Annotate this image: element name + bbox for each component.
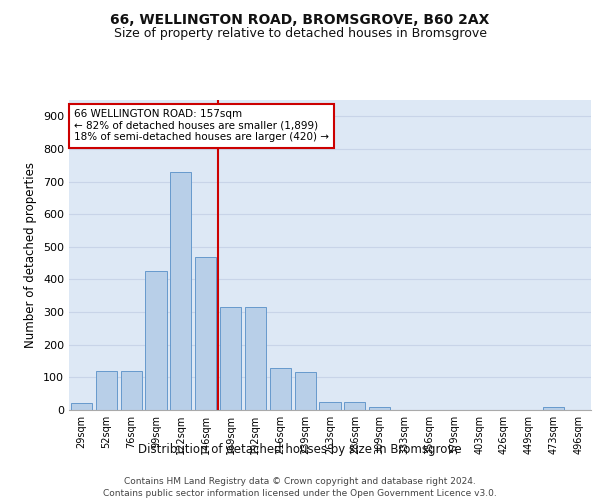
Bar <box>369 406 390 410</box>
Bar <box>121 371 142 410</box>
Text: Contains public sector information licensed under the Open Government Licence v3: Contains public sector information licen… <box>103 489 497 498</box>
Bar <box>245 307 266 410</box>
Bar <box>220 307 241 410</box>
Bar <box>344 402 365 410</box>
Bar <box>195 256 216 410</box>
Y-axis label: Number of detached properties: Number of detached properties <box>25 162 37 348</box>
Text: 66, WELLINGTON ROAD, BROMSGROVE, B60 2AX: 66, WELLINGTON ROAD, BROMSGROVE, B60 2AX <box>110 12 490 26</box>
Bar <box>145 272 167 410</box>
Text: 66 WELLINGTON ROAD: 157sqm
← 82% of detached houses are smaller (1,899)
18% of s: 66 WELLINGTON ROAD: 157sqm ← 82% of deta… <box>74 110 329 142</box>
Bar <box>270 368 291 410</box>
Bar <box>295 372 316 410</box>
Bar <box>170 172 191 410</box>
Text: Distribution of detached houses by size in Bromsgrove: Distribution of detached houses by size … <box>138 442 462 456</box>
Text: Contains HM Land Registry data © Crown copyright and database right 2024.: Contains HM Land Registry data © Crown c… <box>124 478 476 486</box>
Text: Size of property relative to detached houses in Bromsgrove: Size of property relative to detached ho… <box>113 28 487 40</box>
Bar <box>319 402 341 410</box>
Bar <box>71 404 92 410</box>
Bar <box>96 371 117 410</box>
Bar <box>543 406 564 410</box>
